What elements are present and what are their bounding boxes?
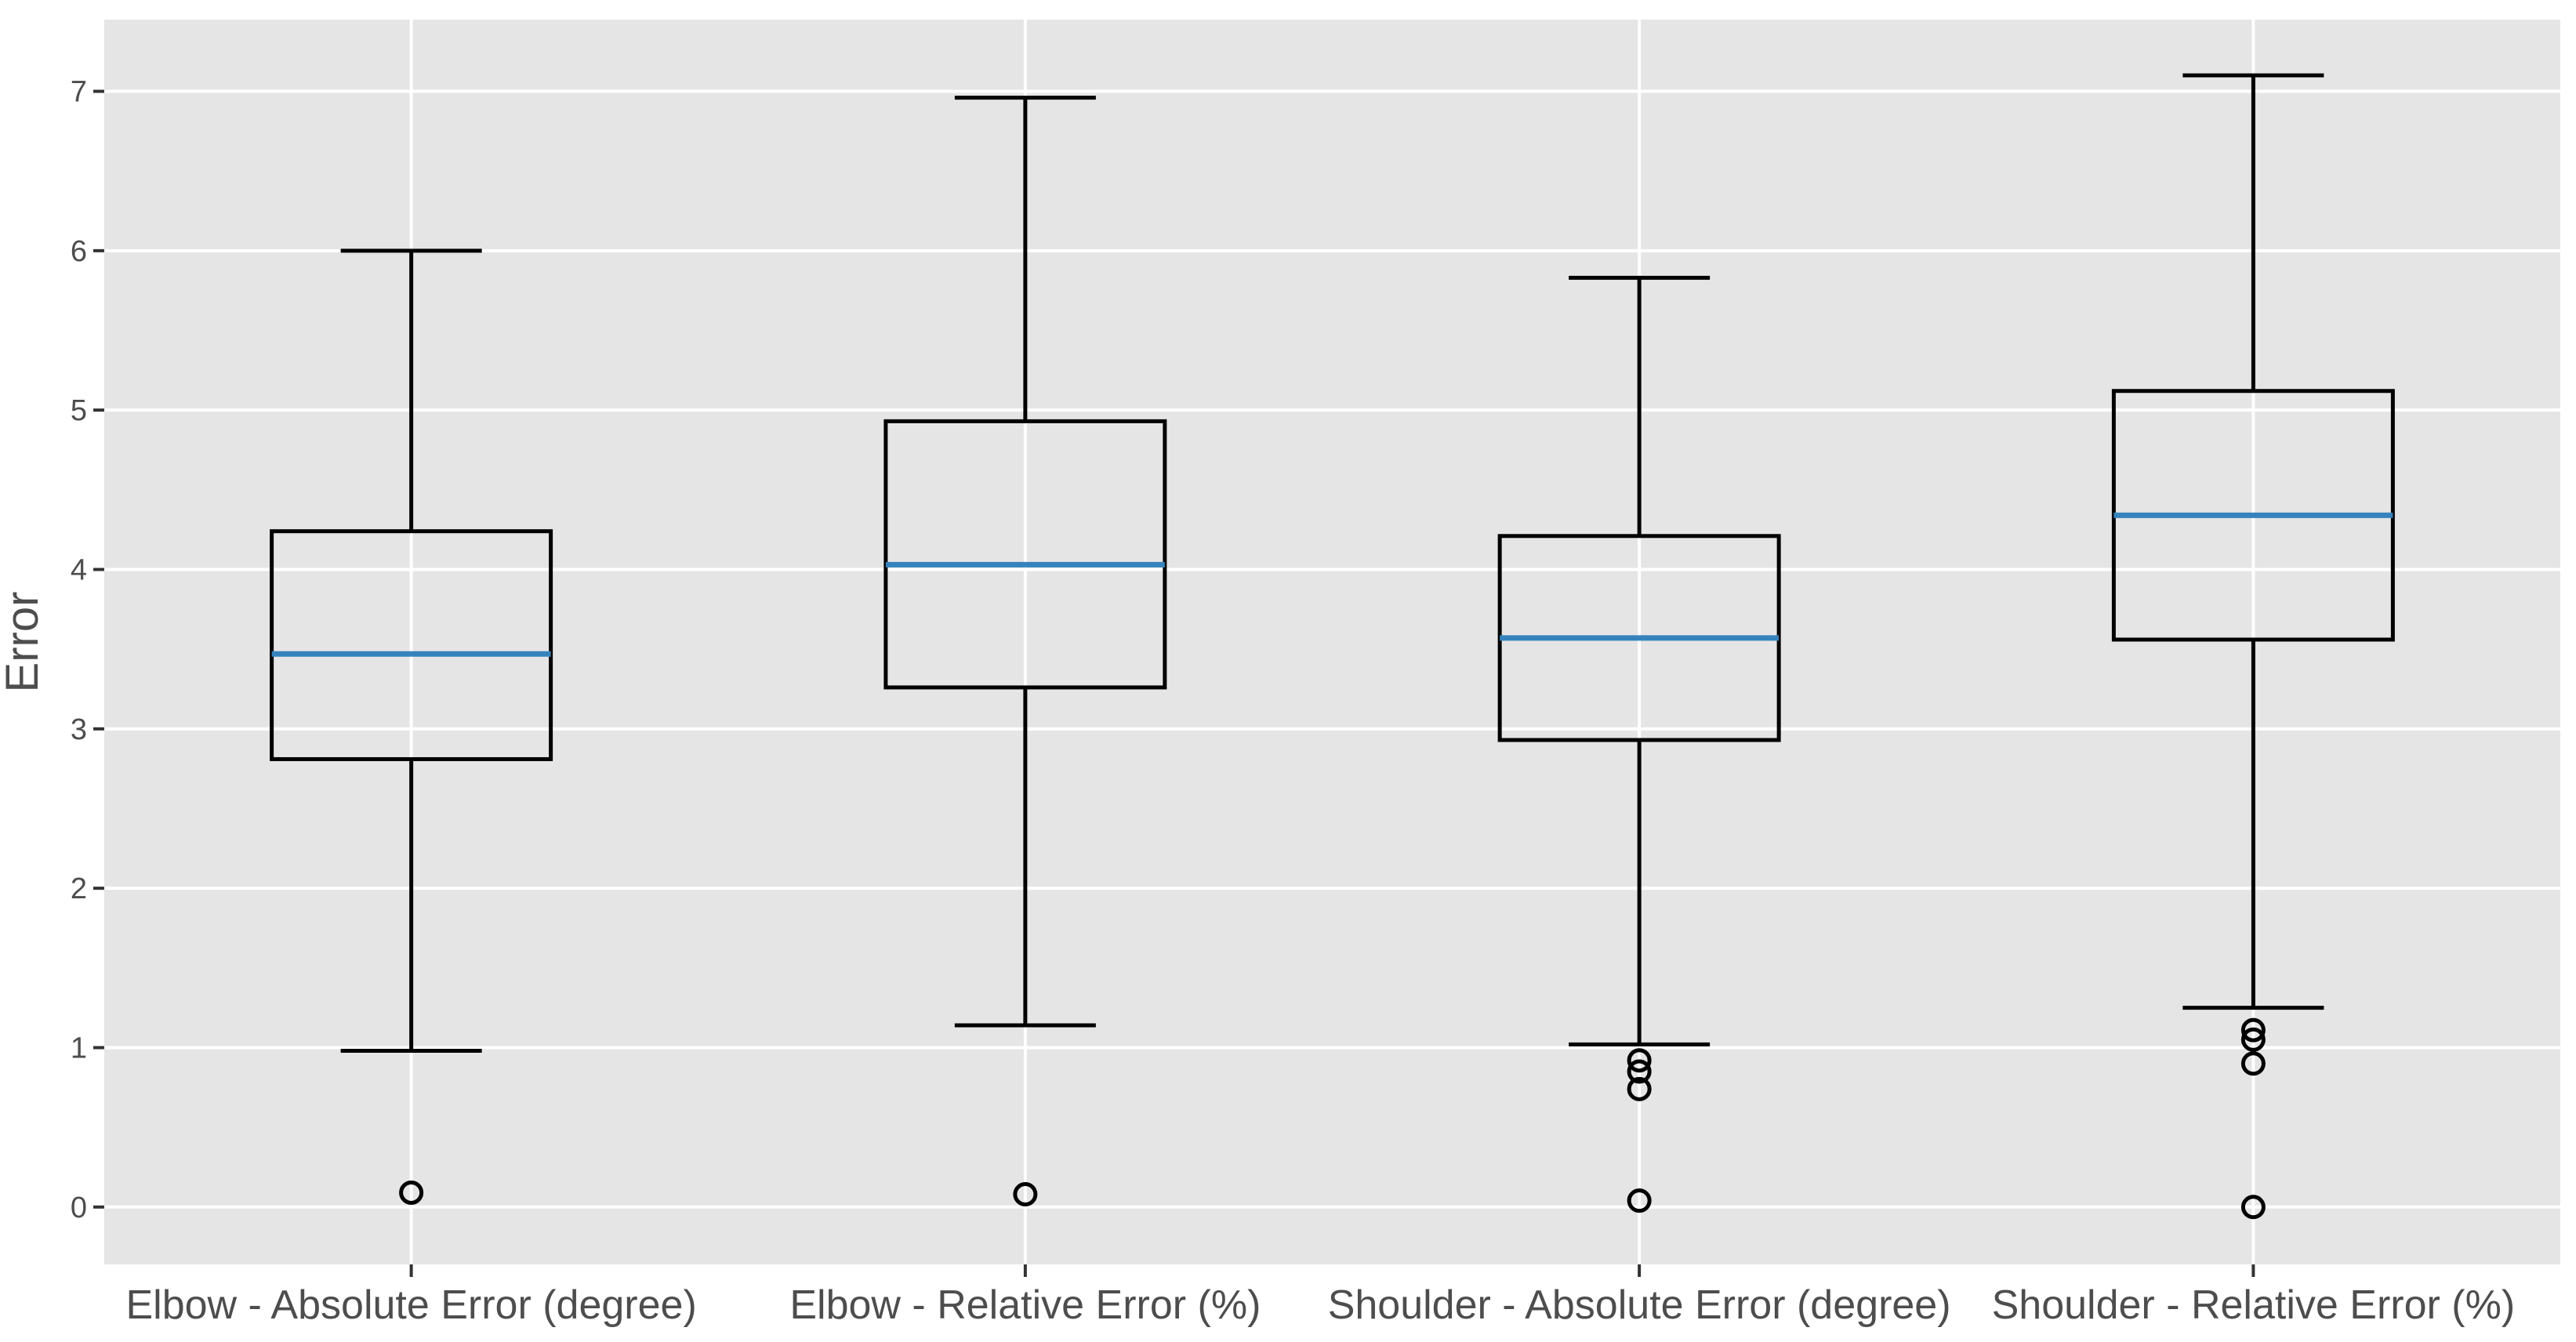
y-tick-label: 7 <box>71 75 87 108</box>
box-group <box>270 248 553 1206</box>
outlier-point <box>1013 1182 1038 1207</box>
x-category-label: Elbow - Relative Error (%) <box>789 1282 1261 1328</box>
iqr-box <box>270 529 553 761</box>
x-axis: Elbow - Absolute Error (degree) Elbow - R… <box>125 1264 2515 1328</box>
box-group <box>883 96 1167 1207</box>
y-tick-label: 5 <box>71 394 87 427</box>
outlier-point <box>2240 1195 2266 1220</box>
y-tick-label: 0 <box>71 1191 87 1224</box>
y-tick-label: 2 <box>71 872 87 905</box>
outlier-point <box>2240 1051 2266 1076</box>
outlier-point <box>2240 1027 2266 1052</box>
outlier-point <box>1627 1076 1652 1101</box>
outlier-point <box>1627 1048 1652 1073</box>
outlier-point <box>2240 1017 2266 1043</box>
y-tick-label: 6 <box>71 235 87 268</box>
y-tick-label: 1 <box>71 1032 87 1065</box>
y-tick-label: 4 <box>71 553 87 586</box>
y-axis: 0 1 2 3 4 5 6 7 <box>71 75 104 1224</box>
boxes <box>270 73 2395 1220</box>
plot-panel <box>104 20 2560 1264</box>
box-group <box>1497 275 1781 1213</box>
box-group <box>2111 73 2395 1220</box>
outlier-point <box>1627 1059 1652 1084</box>
x-category-label: Elbow - Absolute Error (degree) <box>125 1282 696 1328</box>
outlier-point <box>399 1181 424 1206</box>
y-axis-title: Error <box>0 592 48 693</box>
y-tick-label: 3 <box>71 713 87 746</box>
outlier-point <box>1627 1188 1652 1213</box>
x-category-label: Shoulder - Relative Error (%) <box>1992 1282 2516 1328</box>
x-category-label: Shoulder - Absolute Error (degree) <box>1328 1282 1951 1328</box>
iqr-box <box>883 419 1167 690</box>
